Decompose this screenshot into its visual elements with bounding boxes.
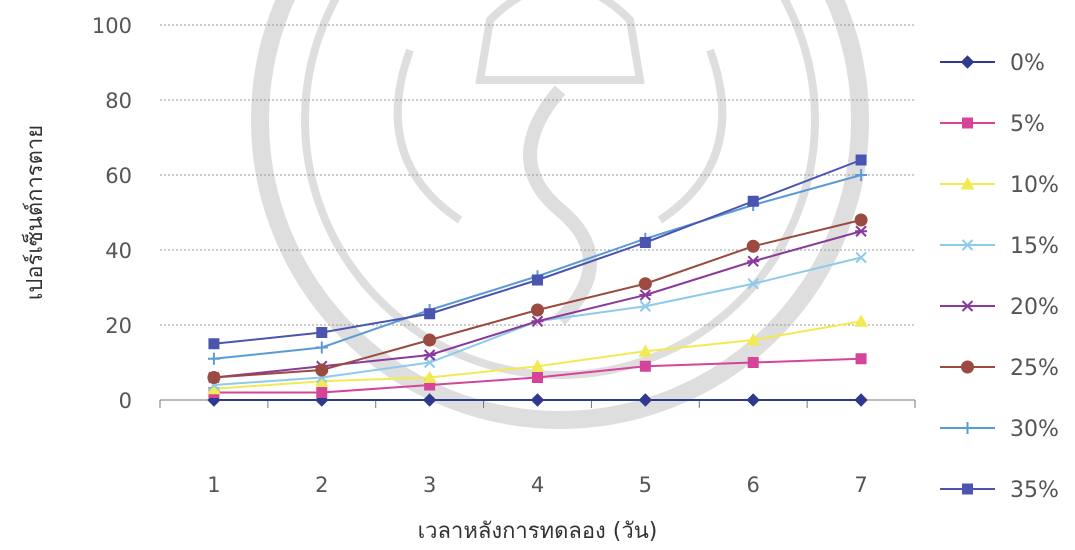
- legend-label: 35%: [1010, 478, 1059, 503]
- data-point-10%: [854, 314, 868, 327]
- legend-marker-20%: [961, 300, 974, 312]
- x-tick-label: 3: [423, 473, 436, 497]
- data-point-15%: [855, 251, 867, 264]
- series-line-30%: [213, 174, 862, 360]
- x-tick-label: 7: [854, 473, 867, 497]
- data-point-10%: [746, 332, 761, 346]
- data-point-25%: [854, 213, 868, 227]
- x-tick-label: 1: [207, 473, 220, 497]
- data-point-0%: [746, 393, 760, 407]
- data-point-25%: [638, 277, 652, 291]
- legend-label: 5%: [1010, 112, 1045, 137]
- legend-label: 25%: [1010, 356, 1059, 381]
- data-point-35%: [747, 195, 759, 207]
- data-point-5%: [532, 372, 543, 383]
- data-point-20%: [423, 349, 436, 361]
- data-point-25%: [207, 371, 221, 384]
- data-point-5%: [747, 357, 759, 368]
- data-point-15%: [747, 278, 759, 290]
- data-point-25%: [746, 239, 760, 253]
- data-point-0%: [854, 393, 868, 407]
- legend-label: 10%: [1010, 173, 1059, 198]
- legend-marker-5%: [962, 117, 973, 129]
- data-point-20%: [747, 255, 760, 267]
- data-point-10%: [638, 344, 653, 357]
- legend-marker-0%: [960, 55, 975, 69]
- y-tick-label: 0: [119, 389, 132, 413]
- data-point-20%: [531, 315, 544, 327]
- data-point-15%: [639, 300, 652, 312]
- legend-marker-25%: [961, 360, 974, 374]
- legend-label: 20%: [1010, 295, 1059, 320]
- data-point-25%: [315, 363, 329, 377]
- data-point-0%: [530, 393, 545, 407]
- legend-marker-30%: [961, 422, 974, 434]
- data-point-35%: [424, 308, 436, 320]
- legend-marker-15%: [961, 239, 974, 251]
- series-line-25%: [213, 219, 862, 379]
- legend-marker-10%: [960, 176, 975, 190]
- y-tick-label: 60: [105, 164, 132, 188]
- data-point-0%: [422, 393, 437, 407]
- legend-label: 0%: [1010, 51, 1045, 76]
- legend-label: 30%: [1010, 417, 1059, 442]
- data-point-30%: [207, 352, 220, 365]
- x-tick-label: 5: [639, 473, 652, 497]
- data-point-35%: [208, 338, 220, 350]
- y-tick-label: 80: [105, 89, 132, 113]
- data-point-5%: [855, 353, 867, 365]
- data-point-10%: [530, 359, 545, 372]
- x-tick-label: 4: [531, 473, 544, 497]
- legend-marker-35%: [962, 483, 973, 495]
- y-tick-label: 40: [105, 239, 132, 263]
- x-tick-label: 2: [315, 473, 328, 497]
- y-tick-label: 100: [92, 14, 132, 38]
- x-tick-label: 6: [747, 473, 760, 497]
- x-axis-title: เวลาหลังการทดลอง (วัน): [418, 519, 658, 544]
- data-point-0%: [638, 393, 653, 407]
- data-point-20%: [639, 289, 652, 301]
- y-tick-label: 20: [105, 314, 132, 338]
- data-point-30%: [855, 169, 868, 181]
- data-point-35%: [532, 274, 543, 286]
- data-point-35%: [639, 237, 651, 248]
- data-point-10%: [422, 370, 437, 383]
- data-point-5%: [316, 387, 328, 398]
- data-point-25%: [423, 333, 437, 347]
- data-point-30%: [315, 341, 328, 354]
- data-point-35%: [855, 154, 867, 166]
- data-point-25%: [531, 303, 544, 317]
- data-point-35%: [316, 327, 328, 338]
- data-point-20%: [855, 225, 868, 237]
- data-point-5%: [639, 360, 651, 372]
- y-axis-title: เปอร์เซ็นต์การตาย: [20, 125, 48, 300]
- legend-label: 15%: [1010, 234, 1059, 259]
